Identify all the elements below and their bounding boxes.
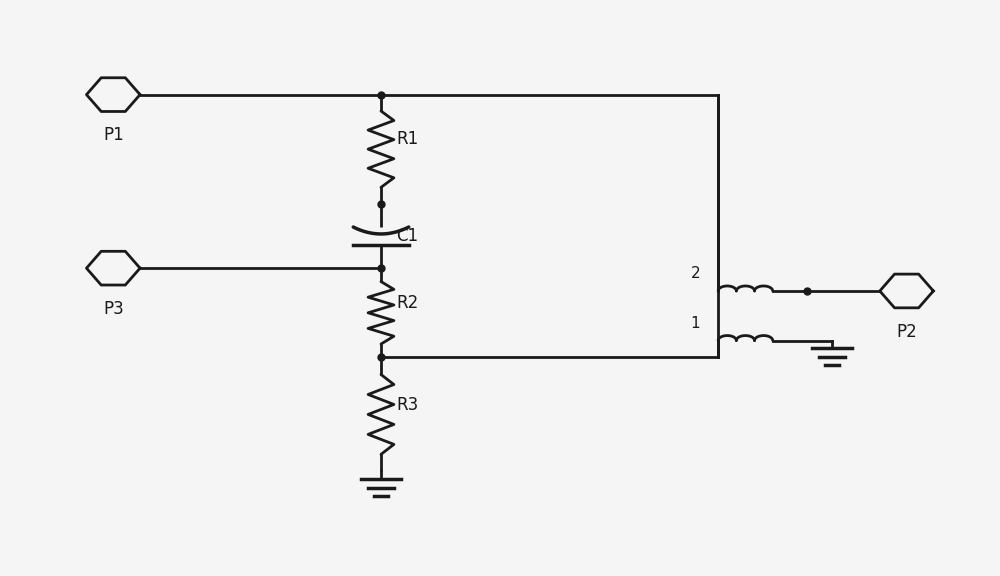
Text: 2: 2 bbox=[691, 266, 700, 281]
Text: R3: R3 bbox=[396, 396, 418, 414]
Text: P1: P1 bbox=[103, 126, 124, 145]
Text: 1: 1 bbox=[691, 316, 700, 331]
Text: R2: R2 bbox=[396, 294, 418, 312]
Text: P2: P2 bbox=[896, 323, 917, 341]
Text: P3: P3 bbox=[103, 300, 124, 318]
Text: C1: C1 bbox=[396, 227, 418, 245]
Text: R1: R1 bbox=[396, 130, 418, 148]
